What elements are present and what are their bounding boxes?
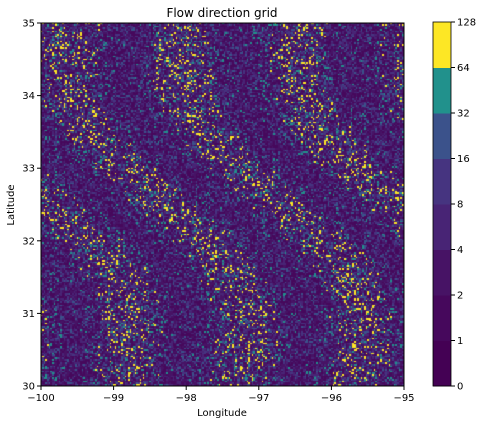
colorbar-segment: [433, 113, 451, 159]
colorbar-tick-label: 0: [457, 382, 463, 393]
colorbar-tick-label: 32: [457, 109, 470, 120]
x-tick-label: −95: [393, 393, 414, 404]
colorbar-segment: [433, 67, 451, 114]
y-tick-label: 32: [22, 236, 35, 247]
chart-title: Flow direction grid: [166, 6, 277, 20]
colorbar-segment: [433, 22, 451, 68]
y-axis: 30 31 32 33 34 35: [22, 19, 41, 393]
colorbar-tick-label: 16: [457, 154, 470, 165]
y-tick-label: 30: [22, 382, 35, 393]
x-tick-label: −100: [27, 393, 54, 404]
colorbar-tick-label: 128: [457, 18, 476, 29]
x-tick-label: −97: [248, 393, 269, 404]
x-tick-label: −98: [176, 393, 197, 404]
colorbar: 0 1 2 4 8 16 32 64 128: [432, 18, 476, 393]
y-tick-label: 34: [22, 91, 35, 102]
x-axis: −100 −99 −98 −97 −96 −95: [27, 386, 415, 404]
heatmap-raster: [41, 23, 404, 386]
x-axis-label: Longitude: [197, 408, 247, 419]
y-tick-label: 33: [22, 164, 35, 175]
colorbar-segment: [433, 158, 451, 205]
x-tick-label: −96: [321, 393, 342, 404]
plot-area: [40, 22, 405, 387]
y-tick-label: 31: [22, 309, 35, 320]
colorbar-tick-label: 64: [457, 63, 470, 74]
colorbar-tick-label: 4: [457, 245, 463, 256]
colorbar-tick-label: 2: [457, 291, 463, 302]
y-tick-label: 35: [22, 19, 35, 30]
colorbar-tick-label: 1: [457, 336, 463, 347]
colorbar-segment: [433, 340, 451, 387]
colorbar-segment: [433, 295, 451, 341]
plot-frame: [40, 22, 405, 387]
colorbar-segment: [433, 204, 451, 250]
y-axis-label: Latitude: [6, 184, 17, 225]
colorbar-tick-label: 8: [457, 200, 463, 211]
colorbar-segment: [433, 249, 451, 296]
x-tick-label: −99: [103, 393, 124, 404]
